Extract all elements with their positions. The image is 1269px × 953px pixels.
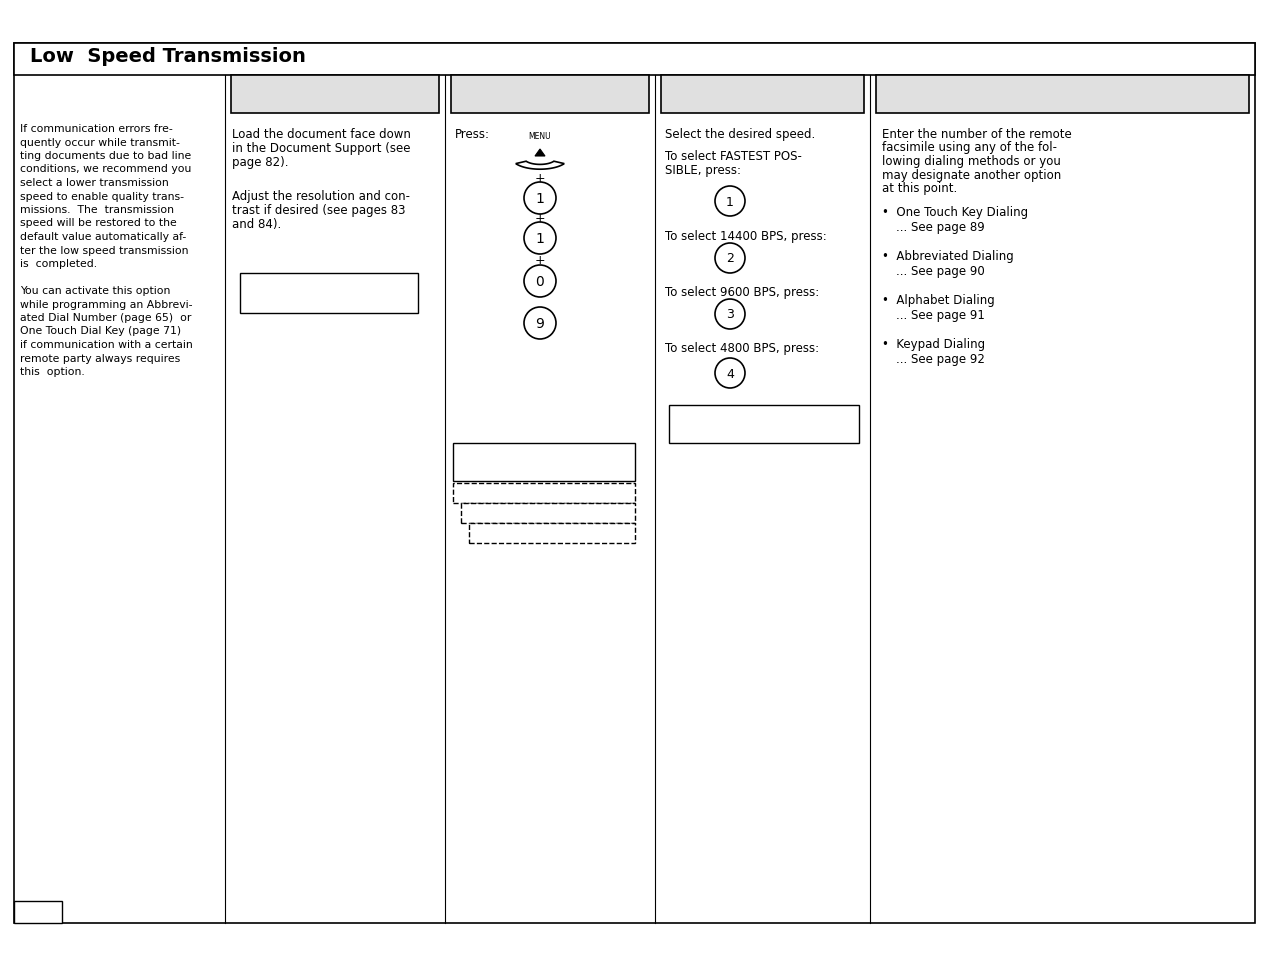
Text: JAN-31 09:43 AM 100%: JAN-31 09:43 AM 100% [675,413,794,422]
Text: remote party always requires: remote party always requires [20,354,180,363]
Text: Enter the number of the remote: Enter the number of the remote [882,128,1072,141]
FancyBboxPatch shape [453,483,634,503]
Text: JAN-31 09:43 AM 100%: JAN-31 09:43 AM 100% [247,282,373,292]
Text: in the Document Support (see: in the Document Support (see [232,142,410,154]
FancyBboxPatch shape [14,901,62,923]
Text: 4: 4 [726,367,733,380]
Text: Adjust the resolution and con-: Adjust the resolution and con- [232,190,410,203]
Text: while programming an Abbrevi-: while programming an Abbrevi- [20,299,193,309]
Text: 4.4800BPS: 4.4800BPS [475,527,529,537]
Text: SIBLE, press:: SIBLE, press: [665,164,741,177]
Text: If communication errors fre-: If communication errors fre- [20,124,173,133]
Text: missions.  The  transmission: missions. The transmission [20,205,174,214]
Text: Low  Speed Transmission: Low Speed Transmission [30,47,306,66]
Text: 3: 3 [675,83,692,107]
Text: 174: 174 [22,903,47,917]
Text: You can activate this option: You can activate this option [20,286,170,295]
Text: 1: 1 [536,192,544,206]
Text: To select 14400 BPS, press:: To select 14400 BPS, press: [665,230,826,243]
Text: 3.9600BPS: 3.9600BPS [467,507,522,517]
Text: 2.14400BPS: 2.14400BPS [459,488,519,497]
Text: •  Abbreviated Dialing: • Abbreviated Dialing [882,250,1014,263]
Text: Press:: Press: [456,128,490,141]
Text: ... See page 92: ... See page 92 [896,353,985,366]
Text: 1: 1 [536,232,544,246]
FancyBboxPatch shape [14,44,1255,923]
Text: this  option.: this option. [20,367,85,376]
FancyBboxPatch shape [470,523,634,543]
Text: AUTO RECEIVE: AUTO RECEIVE [247,298,354,309]
Text: SPEED Menu: SPEED Menu [481,95,585,111]
Text: Enter the Facsimile: Enter the Facsimile [906,79,1066,94]
FancyBboxPatch shape [240,274,418,314]
Polygon shape [536,150,544,157]
Text: Select a Speed: Select a Speed [692,88,813,102]
Text: FAX SPEED: FAX SPEED [459,451,513,460]
Text: 0: 0 [536,274,544,289]
Text: Load the Document: Load the Document [261,88,423,102]
Text: quently occur while transmit-: quently occur while transmit- [20,137,180,148]
Text: default value automatically af-: default value automatically af- [20,232,187,242]
Text: 3: 3 [726,308,733,321]
Text: at this point.: at this point. [882,182,957,194]
Text: 9: 9 [536,316,544,331]
Text: 1.FASTEST POSSIBLE: 1.FASTEST POSSIBLE [459,468,567,477]
Text: 2: 2 [726,253,733,265]
FancyBboxPatch shape [231,76,439,113]
FancyBboxPatch shape [453,443,634,481]
Text: conditions, we recommend you: conditions, we recommend you [20,164,192,174]
Text: 1: 1 [726,195,733,209]
Text: To select 9600 BPS, press:: To select 9600 BPS, press: [665,286,820,298]
Text: speed will be restored to the: speed will be restored to the [20,218,176,229]
Text: Load the document face down: Load the document face down [232,128,411,141]
Text: One Touch Dial Key (page 71): One Touch Dial Key (page 71) [20,326,181,336]
FancyBboxPatch shape [450,76,648,113]
Text: •  Alphabet Dialing: • Alphabet Dialing [882,294,995,307]
Text: 2: 2 [464,83,481,107]
FancyBboxPatch shape [661,76,864,113]
Text: Number: Number [906,95,972,111]
Text: •  Keypad Dialing: • Keypad Dialing [882,337,985,351]
Text: is  completed.: is completed. [20,258,98,269]
Text: Display the FAX: Display the FAX [481,79,610,94]
Text: lowing dialing methods or you: lowing dialing methods or you [882,154,1061,168]
Text: page 82).: page 82). [232,156,288,169]
Text: ENTER TEL NUMBER: ENTER TEL NUMBER [675,430,772,439]
Text: To select 4800 BPS, press:: To select 4800 BPS, press: [665,341,819,355]
Text: ated Dial Number (page 65)  or: ated Dial Number (page 65) or [20,313,192,323]
Text: speed to enable quality trans-: speed to enable quality trans- [20,192,184,201]
Text: +: + [534,212,546,224]
Text: facsimile using any of the fol-: facsimile using any of the fol- [882,141,1057,154]
FancyBboxPatch shape [876,76,1249,113]
Text: select a lower transmission: select a lower transmission [20,178,169,188]
Text: To select FASTEST POS-: To select FASTEST POS- [665,150,802,163]
Text: trast if desired (see pages 83: trast if desired (see pages 83 [232,204,406,216]
Text: •  One Touch Key Dialing: • One Touch Key Dialing [882,206,1028,219]
Text: 1: 1 [245,83,261,107]
Text: Select the desired speed.: Select the desired speed. [665,128,815,141]
Text: ter the low speed transmission: ter the low speed transmission [20,245,189,255]
Text: MENU: MENU [529,132,551,141]
Text: ... See page 89: ... See page 89 [896,221,985,233]
Text: ... See page 91: ... See page 91 [896,309,985,322]
Text: ting documents due to bad line: ting documents due to bad line [20,151,192,161]
Text: +: + [534,172,546,184]
Text: ... See page 90: ... See page 90 [896,265,985,277]
FancyBboxPatch shape [461,503,634,523]
FancyBboxPatch shape [14,44,1255,76]
Text: and 84).: and 84). [232,218,282,231]
FancyBboxPatch shape [669,406,859,443]
Text: may designate another option: may designate another option [882,169,1061,181]
Text: if communication with a certain: if communication with a certain [20,339,193,350]
Text: 4: 4 [890,83,906,107]
Text: +: + [534,253,546,266]
